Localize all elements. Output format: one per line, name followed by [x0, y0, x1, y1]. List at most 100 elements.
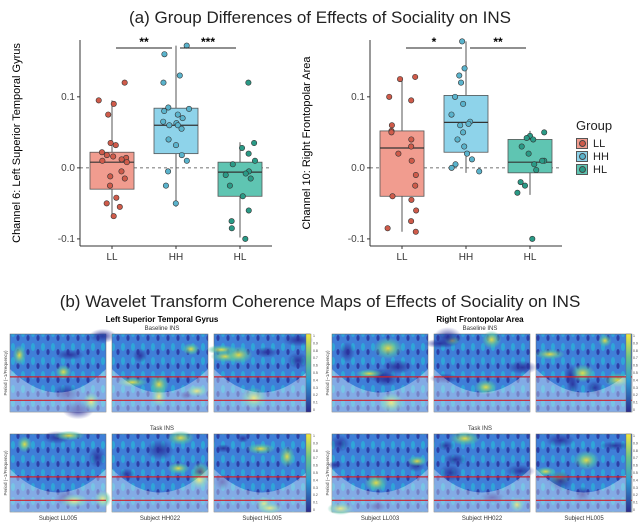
colorbar-tick-label: 1: [313, 334, 315, 338]
colorbar-tick-label: 0.7: [313, 456, 318, 460]
data-point-ll: [412, 73, 419, 80]
legend-label-ll: LL: [593, 137, 606, 150]
data-point-hh: [186, 105, 193, 112]
data-point-hh: [452, 161, 459, 168]
legend-label-hl: HL: [593, 163, 608, 176]
data-point-ll: [121, 175, 128, 182]
significance-label: **: [493, 36, 503, 49]
wavelet-map-right-task-1: Subject LL003 Period (~1/Frequency): [325, 433, 429, 522]
data-point-ll: [408, 143, 415, 150]
data-point-hl: [525, 150, 532, 157]
wavelet-map-right-baseline-1: Period (~1/Frequency): [325, 333, 429, 413]
figure-a-title: (a) Group Differences of Effects of Soci…: [128, 8, 512, 27]
colorbar-tick-label: 0: [633, 508, 635, 512]
data-point-ll: [123, 159, 130, 166]
colorbar-tick-label: 0.5: [313, 471, 318, 475]
x-tick-label-hl: HL: [234, 252, 247, 263]
colorbar-tick-label: 0.6: [633, 364, 638, 368]
data-point-ll: [388, 129, 395, 136]
figure-b-title: (b) Wavelet Transform Coherence Maps of …: [59, 292, 581, 311]
data-point-hl: [539, 157, 546, 164]
colorbar-tick-label: 0.9: [313, 341, 318, 345]
data-point-hl: [228, 225, 235, 232]
wavelet-right-task-label: Task INS: [468, 426, 492, 432]
y-tick-label: 0.0: [61, 163, 75, 174]
data-point-hl: [517, 179, 524, 186]
significance-label: *: [432, 36, 437, 49]
data-point-ll: [116, 203, 123, 210]
data-point-hh: [179, 115, 186, 122]
colorbar-tick-label: 0.3: [313, 486, 318, 490]
wavelet-map-right-task-3: Subject HL005: [535, 433, 633, 522]
data-point-ll: [95, 97, 102, 104]
data-point-hh: [476, 168, 483, 175]
wavelet-map-right-baseline-3: [534, 333, 633, 413]
data-point-hh: [166, 122, 173, 129]
data-point-ll: [103, 200, 110, 207]
colorbar-tick-label: 0: [313, 408, 315, 412]
data-point-hl: [222, 171, 229, 178]
colorbar-tick-label: 0.9: [633, 441, 638, 445]
data-point-hh: [465, 120, 472, 127]
significance-label: ***: [201, 36, 215, 49]
data-point-hh: [176, 72, 183, 79]
data-point-ll: [110, 153, 117, 160]
data-point-hh: [160, 79, 167, 86]
data-point-hh: [456, 72, 463, 79]
period-axis-label: Period (~1/Frequency): [325, 350, 330, 395]
colorbar-tick-label: 0.2: [313, 493, 318, 497]
colorbar-tick-label: 0.9: [633, 341, 638, 345]
data-point-hh: [457, 122, 464, 129]
x-tick-label-hh: HH: [459, 252, 473, 263]
data-point-hh: [448, 111, 455, 118]
data-point-hh: [183, 157, 190, 164]
data-point-hh: [173, 142, 180, 149]
colorbar-tick-label: 0.5: [633, 471, 638, 475]
data-point-ll: [389, 193, 396, 200]
colorbar-tick-label: 0.1: [633, 501, 638, 505]
data-point-hh: [459, 38, 466, 45]
colorbar-tick-label: 0.9: [313, 441, 318, 445]
colorbar-tick-label: 0.4: [313, 378, 318, 382]
data-point-hl: [247, 175, 254, 182]
data-point-hh: [461, 143, 468, 150]
x-tick-label-hl: HL: [524, 252, 537, 263]
data-point-hl: [531, 161, 538, 168]
data-point-hh: [454, 136, 461, 143]
x-tick-label-ll: LL: [106, 252, 118, 263]
colorbar-tick-label: 1: [633, 334, 635, 338]
colorbar-tick-label: 0.3: [633, 486, 638, 490]
y-tick-label: 0.0: [351, 163, 365, 174]
data-point-hl: [522, 182, 529, 189]
wavelet-map-left-baseline-1: Period (~1/Frequency): [3, 328, 117, 420]
boxplot-channel6: Channel 6: Left Superior Temporal Gyrus -…: [11, 36, 272, 263]
legend-item-hl: HL: [576, 163, 612, 176]
colorbar-right-baseline: 1 0.9 0.8 0.7 0.6 0.5 0.4 0.3 0.2 0.1 0: [625, 333, 638, 413]
data-point-hh: [458, 79, 465, 86]
data-point-hl: [529, 235, 536, 242]
data-point-ll: [412, 171, 419, 178]
data-point-ll: [110, 100, 117, 107]
data-point-hl: [242, 170, 249, 177]
data-point-hh: [165, 168, 172, 175]
data-point-ll: [110, 213, 117, 220]
data-point-ll: [408, 136, 415, 143]
subject-label: Subject HL005: [564, 516, 604, 522]
colorbar-tick-label: 0.7: [313, 356, 318, 360]
colorbar-tick-label: 0.5: [633, 371, 638, 375]
legend-title: Group: [576, 118, 613, 133]
data-point-ll: [107, 140, 114, 147]
data-point-ll: [118, 156, 125, 163]
data-point-hh: [464, 150, 471, 157]
period-axis-label: Period (~1/Frequency): [325, 450, 330, 495]
data-point-hh: [460, 129, 467, 136]
colorbar-left-task: 1 0.9 0.8 0.7 0.6 0.5 0.4 0.3 0.2 0.1 0: [305, 433, 318, 513]
data-point-hh: [452, 93, 459, 100]
data-point-hl: [541, 129, 548, 136]
data-point-ll: [408, 196, 415, 203]
data-point-hh: [174, 122, 181, 129]
colorbar-tick-label: 0.5: [313, 371, 318, 375]
data-point-hl: [242, 235, 249, 242]
wavelet-left-baseline-label: Baseline INS: [145, 326, 180, 332]
data-point-hh: [161, 108, 168, 115]
